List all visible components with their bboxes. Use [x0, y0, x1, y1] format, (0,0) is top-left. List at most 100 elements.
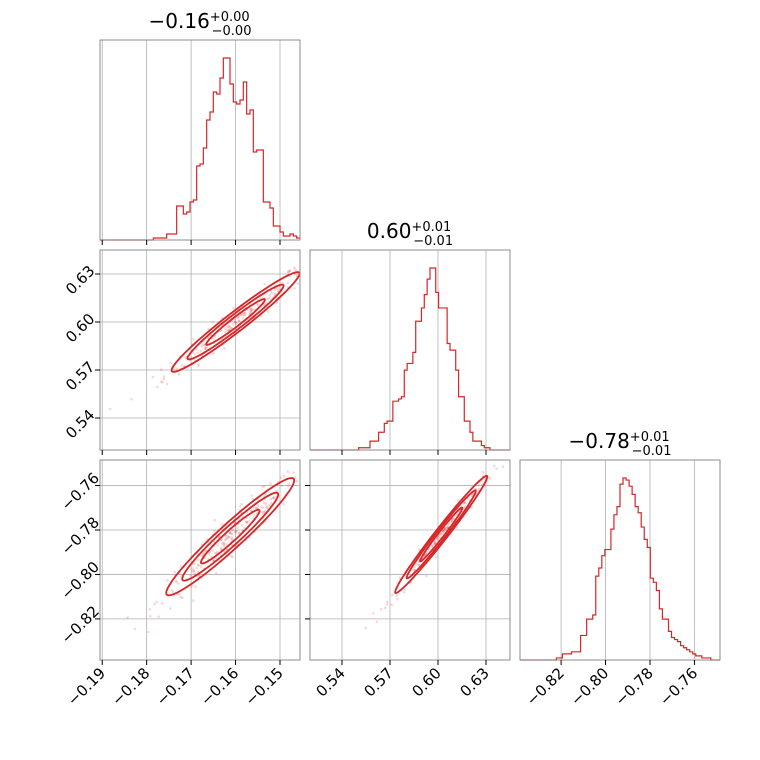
scatter-point: [222, 541, 225, 544]
scatter-point: [230, 532, 234, 536]
scatter-point: [155, 600, 158, 604]
scatter-point: [275, 301, 279, 305]
scatter-point: [227, 326, 231, 330]
scatter-point: [175, 580, 178, 584]
scatter-point: [220, 523, 224, 526]
scatter-point: [149, 614, 152, 618]
scatter-point: [375, 620, 379, 624]
scatter-point: [242, 313, 246, 317]
scatter-point: [425, 550, 429, 554]
scatter-point: [240, 502, 243, 506]
scatter-point: [195, 348, 198, 351]
scatter-point: [204, 347, 208, 350]
scatter-point: [191, 569, 194, 572]
scatter-point: [234, 529, 238, 533]
scatter-point: [192, 569, 196, 572]
scatter-point: [267, 504, 271, 507]
scatter-point: [237, 319, 241, 323]
scatter-point: [191, 337, 195, 341]
scatter-point: [235, 529, 238, 533]
scatter-point: [238, 531, 241, 535]
scatter-point: [184, 356, 188, 360]
scatter-point: [425, 574, 428, 578]
scatter-point: [225, 328, 228, 332]
scatter-point: [223, 327, 226, 330]
scatter-point: [193, 571, 196, 575]
scatter-point: [279, 476, 283, 479]
scatter-point: [417, 548, 421, 551]
scatter-point: [417, 563, 421, 567]
scatter-point: [197, 564, 200, 567]
scatter-point: [269, 290, 273, 293]
scatter-point: [470, 505, 473, 509]
pair-grid: [100, 250, 300, 450]
scatter-point: [197, 363, 200, 366]
scatter-point: [232, 306, 235, 310]
scatter-point: [263, 282, 267, 286]
contour-0-1: [186, 283, 285, 361]
scatter-point: [243, 526, 246, 530]
scatter-point: [390, 603, 394, 607]
scatter-point: [435, 555, 438, 559]
scatter-point: [204, 347, 208, 350]
scatter-point: [199, 565, 203, 568]
scatter-point: [295, 479, 299, 483]
hist-grid: [560, 460, 695, 660]
scatter-point: [172, 368, 176, 372]
scatter-point: [220, 329, 223, 332]
scatter-point: [160, 602, 164, 605]
scatter-point: [216, 544, 220, 547]
scatter-point: [280, 484, 284, 488]
scatter-point: [433, 542, 437, 546]
scatter-point: [130, 397, 133, 401]
scatter-point: [416, 563, 419, 566]
scatter-point: [249, 309, 252, 313]
scatter-point: [287, 482, 291, 486]
scatter-point: [225, 537, 228, 541]
scatter-point: [450, 519, 454, 522]
contour-1-1: [181, 491, 280, 582]
scatter-point: [398, 576, 402, 579]
scatter-point: [157, 615, 160, 618]
scatter-point: [286, 281, 290, 285]
scatter-point: [293, 287, 296, 290]
y-tick-label: 0.54: [62, 406, 98, 442]
scatter-point: [203, 347, 207, 350]
scatter-point: [255, 506, 258, 510]
scatter-point: [228, 325, 231, 328]
contour-2-0: [419, 506, 464, 563]
scatter-point: [196, 563, 200, 567]
x-tick-label: 0.54: [312, 664, 348, 700]
scatter-point: [395, 594, 399, 597]
scatter-point: [286, 270, 290, 274]
scatter-point: [286, 484, 290, 488]
scatter-point: [205, 345, 208, 348]
scatter-point: [238, 505, 242, 508]
scatter-point: [223, 543, 226, 547]
scatter-point: [189, 574, 192, 577]
scatter-point: [391, 593, 394, 597]
histogram-0: [100, 57, 300, 241]
scatter-point: [250, 308, 253, 312]
scatter-point: [413, 565, 417, 568]
panel-title-0: −0.16+0.00 −0.00: [149, 9, 252, 39]
y-tick-label: 0.57: [62, 358, 98, 394]
scatter-point: [268, 293, 272, 297]
x-tick-label: 0.57: [360, 664, 396, 700]
scatter-point: [192, 570, 196, 573]
scatter-point: [444, 526, 448, 530]
scatter-point: [252, 506, 256, 509]
panel-frame: [99, 459, 301, 661]
scatter-point: [177, 592, 181, 596]
x-tick-label: 0.60: [408, 664, 444, 700]
scatter-point: [275, 489, 279, 493]
scatter-point: [282, 474, 286, 478]
scatter-point: [227, 535, 230, 539]
scatter-point: [379, 608, 383, 611]
scatter-point: [219, 548, 223, 551]
panel-frame: [99, 39, 301, 241]
scatter-point: [211, 320, 215, 324]
scatter-point: [260, 510, 264, 514]
scatter-point: [160, 380, 163, 384]
